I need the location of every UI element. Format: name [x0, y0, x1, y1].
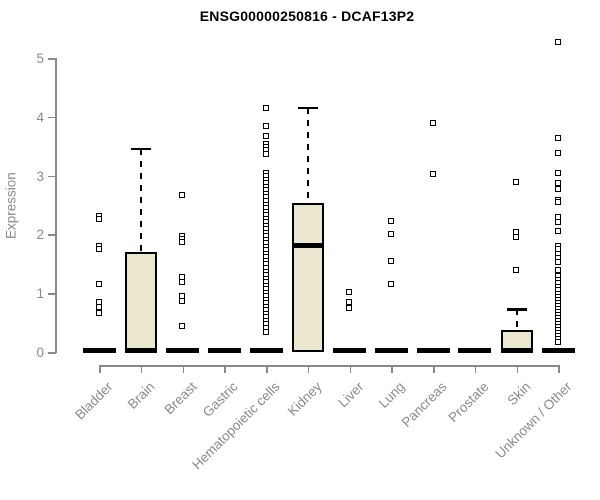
- x-axis-tick: [474, 365, 477, 373]
- outlier-point: [429, 120, 436, 127]
- y-tick-label: 1: [36, 286, 44, 302]
- x-axis-tick: [307, 365, 310, 373]
- whisker-cap: [506, 308, 527, 311]
- whisker-line: [515, 309, 518, 331]
- x-axis-tick: [349, 365, 352, 373]
- y-axis-tick: [48, 293, 56, 295]
- median-line: [82, 348, 116, 354]
- median-line: [374, 348, 408, 354]
- outlier-point: [262, 150, 269, 157]
- outlier-point: [387, 231, 394, 238]
- y-axis-tick: [48, 58, 56, 60]
- x-axis-tick: [224, 365, 226, 373]
- x-axis-tick: [266, 365, 268, 373]
- outlier-point: [554, 227, 561, 234]
- median-line: [291, 243, 324, 249]
- outlier-point: [387, 257, 394, 264]
- x-axis-line: [99, 365, 560, 367]
- median-line: [124, 348, 157, 354]
- y-axis-tick: [48, 116, 56, 119]
- outlier-point: [387, 281, 394, 288]
- outlier-point: [554, 39, 561, 46]
- outlier-point: [179, 278, 186, 285]
- outlier-point: [346, 304, 353, 311]
- box: [124, 252, 157, 352]
- y-tick-label: 4: [36, 109, 44, 125]
- y-axis-tick: [48, 175, 56, 178]
- outlier-point: [95, 309, 102, 316]
- outlier-point: [95, 298, 102, 305]
- y-axis-tick: [48, 234, 56, 236]
- y-tick-label: 5: [36, 51, 44, 66]
- x-axis-tick: [140, 365, 143, 373]
- outlier-point: [554, 135, 561, 142]
- y-axis-line: [55, 58, 57, 353]
- x-axis-tick: [516, 365, 519, 373]
- outlier-point: [95, 281, 102, 288]
- x-axis-tick: [182, 365, 185, 373]
- median-line: [166, 348, 200, 354]
- median-line: [207, 348, 241, 354]
- outlier-point: [554, 149, 561, 156]
- median-line: [500, 348, 533, 354]
- outlier-point: [262, 105, 269, 112]
- outlier-point: [554, 199, 561, 206]
- x-axis-tick: [558, 365, 560, 373]
- outlier-point: [554, 170, 561, 177]
- outlier-point: [554, 338, 561, 345]
- x-axis-tick: [99, 365, 101, 373]
- outlier-point: [346, 298, 353, 305]
- outlier-point: [513, 266, 520, 273]
- outlier-point: [346, 288, 353, 295]
- outlier-point: [513, 178, 520, 185]
- median-line: [458, 348, 492, 354]
- y-tick-label: 3: [36, 168, 44, 184]
- outlier-point: [554, 185, 561, 192]
- chart-title: ENSG00000250816 - DCAF13P2: [199, 8, 415, 24]
- outlier-point: [387, 217, 394, 224]
- median-line: [416, 348, 450, 354]
- median-line: [333, 348, 367, 354]
- x-axis-tick: [433, 365, 435, 373]
- outlier-point: [95, 246, 102, 253]
- median-line: [249, 348, 283, 354]
- y-axis-tick: [48, 352, 56, 354]
- whisker-cap: [130, 147, 151, 151]
- outlier-point: [429, 170, 436, 177]
- outlier-point: [179, 239, 186, 246]
- outlier-point: [179, 322, 186, 329]
- whisker-line: [306, 107, 309, 204]
- median-line: [541, 348, 575, 354]
- x-axis-tick: [391, 365, 393, 373]
- y-tick-label: 2: [36, 227, 44, 243]
- outlier-point: [262, 133, 269, 140]
- outlier-point: [262, 328, 269, 335]
- outlier-point: [554, 218, 561, 225]
- outlier-point: [513, 234, 520, 241]
- outlier-point: [179, 297, 186, 304]
- outlier-point: [179, 191, 186, 198]
- whisker-line: [139, 148, 142, 253]
- outlier-point: [262, 123, 269, 130]
- y-tick-label: 0: [36, 345, 44, 360]
- outlier-point: [554, 267, 561, 274]
- outlier-point: [554, 259, 561, 266]
- box: [291, 203, 324, 352]
- whisker-cap: [297, 106, 318, 110]
- outlier-point: [95, 215, 102, 222]
